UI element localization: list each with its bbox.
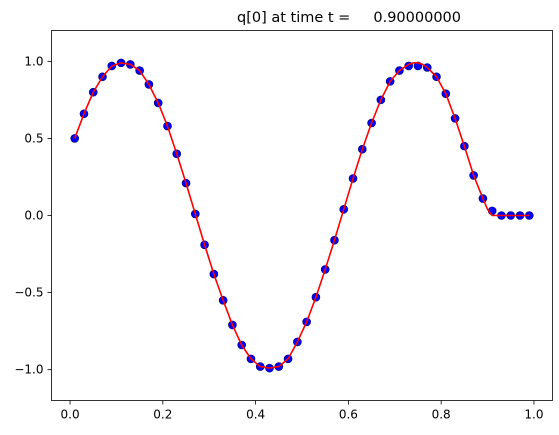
y-tick-label: −0.5	[14, 286, 43, 300]
chart-title: q[0] at time t = 0.90000000	[237, 10, 461, 26]
plot-frame	[51, 30, 553, 401]
x-tick-label: 0.6	[339, 408, 358, 422]
y-tick-label: 0.0	[24, 209, 43, 223]
y-axis: −1.0 −0.5 0.0 0.5 1.0	[14, 54, 52, 377]
x-tick-label: 0.4	[246, 408, 265, 422]
y-tick-label: −1.0	[14, 363, 43, 377]
x-tick-label: 0.8	[432, 408, 451, 422]
x-tick-label: 1.0	[524, 408, 543, 422]
x-tick-label: 0.0	[61, 408, 80, 422]
y-tick-label: 0.5	[24, 131, 43, 145]
solution-line	[73, 62, 530, 369]
y-tick-label: 1.0	[24, 54, 43, 68]
x-axis: 0.0 0.2 0.4 0.6 0.8 1.0	[61, 400, 543, 422]
x-tick-label: 0.2	[153, 408, 172, 422]
plot-area	[70, 58, 534, 373]
